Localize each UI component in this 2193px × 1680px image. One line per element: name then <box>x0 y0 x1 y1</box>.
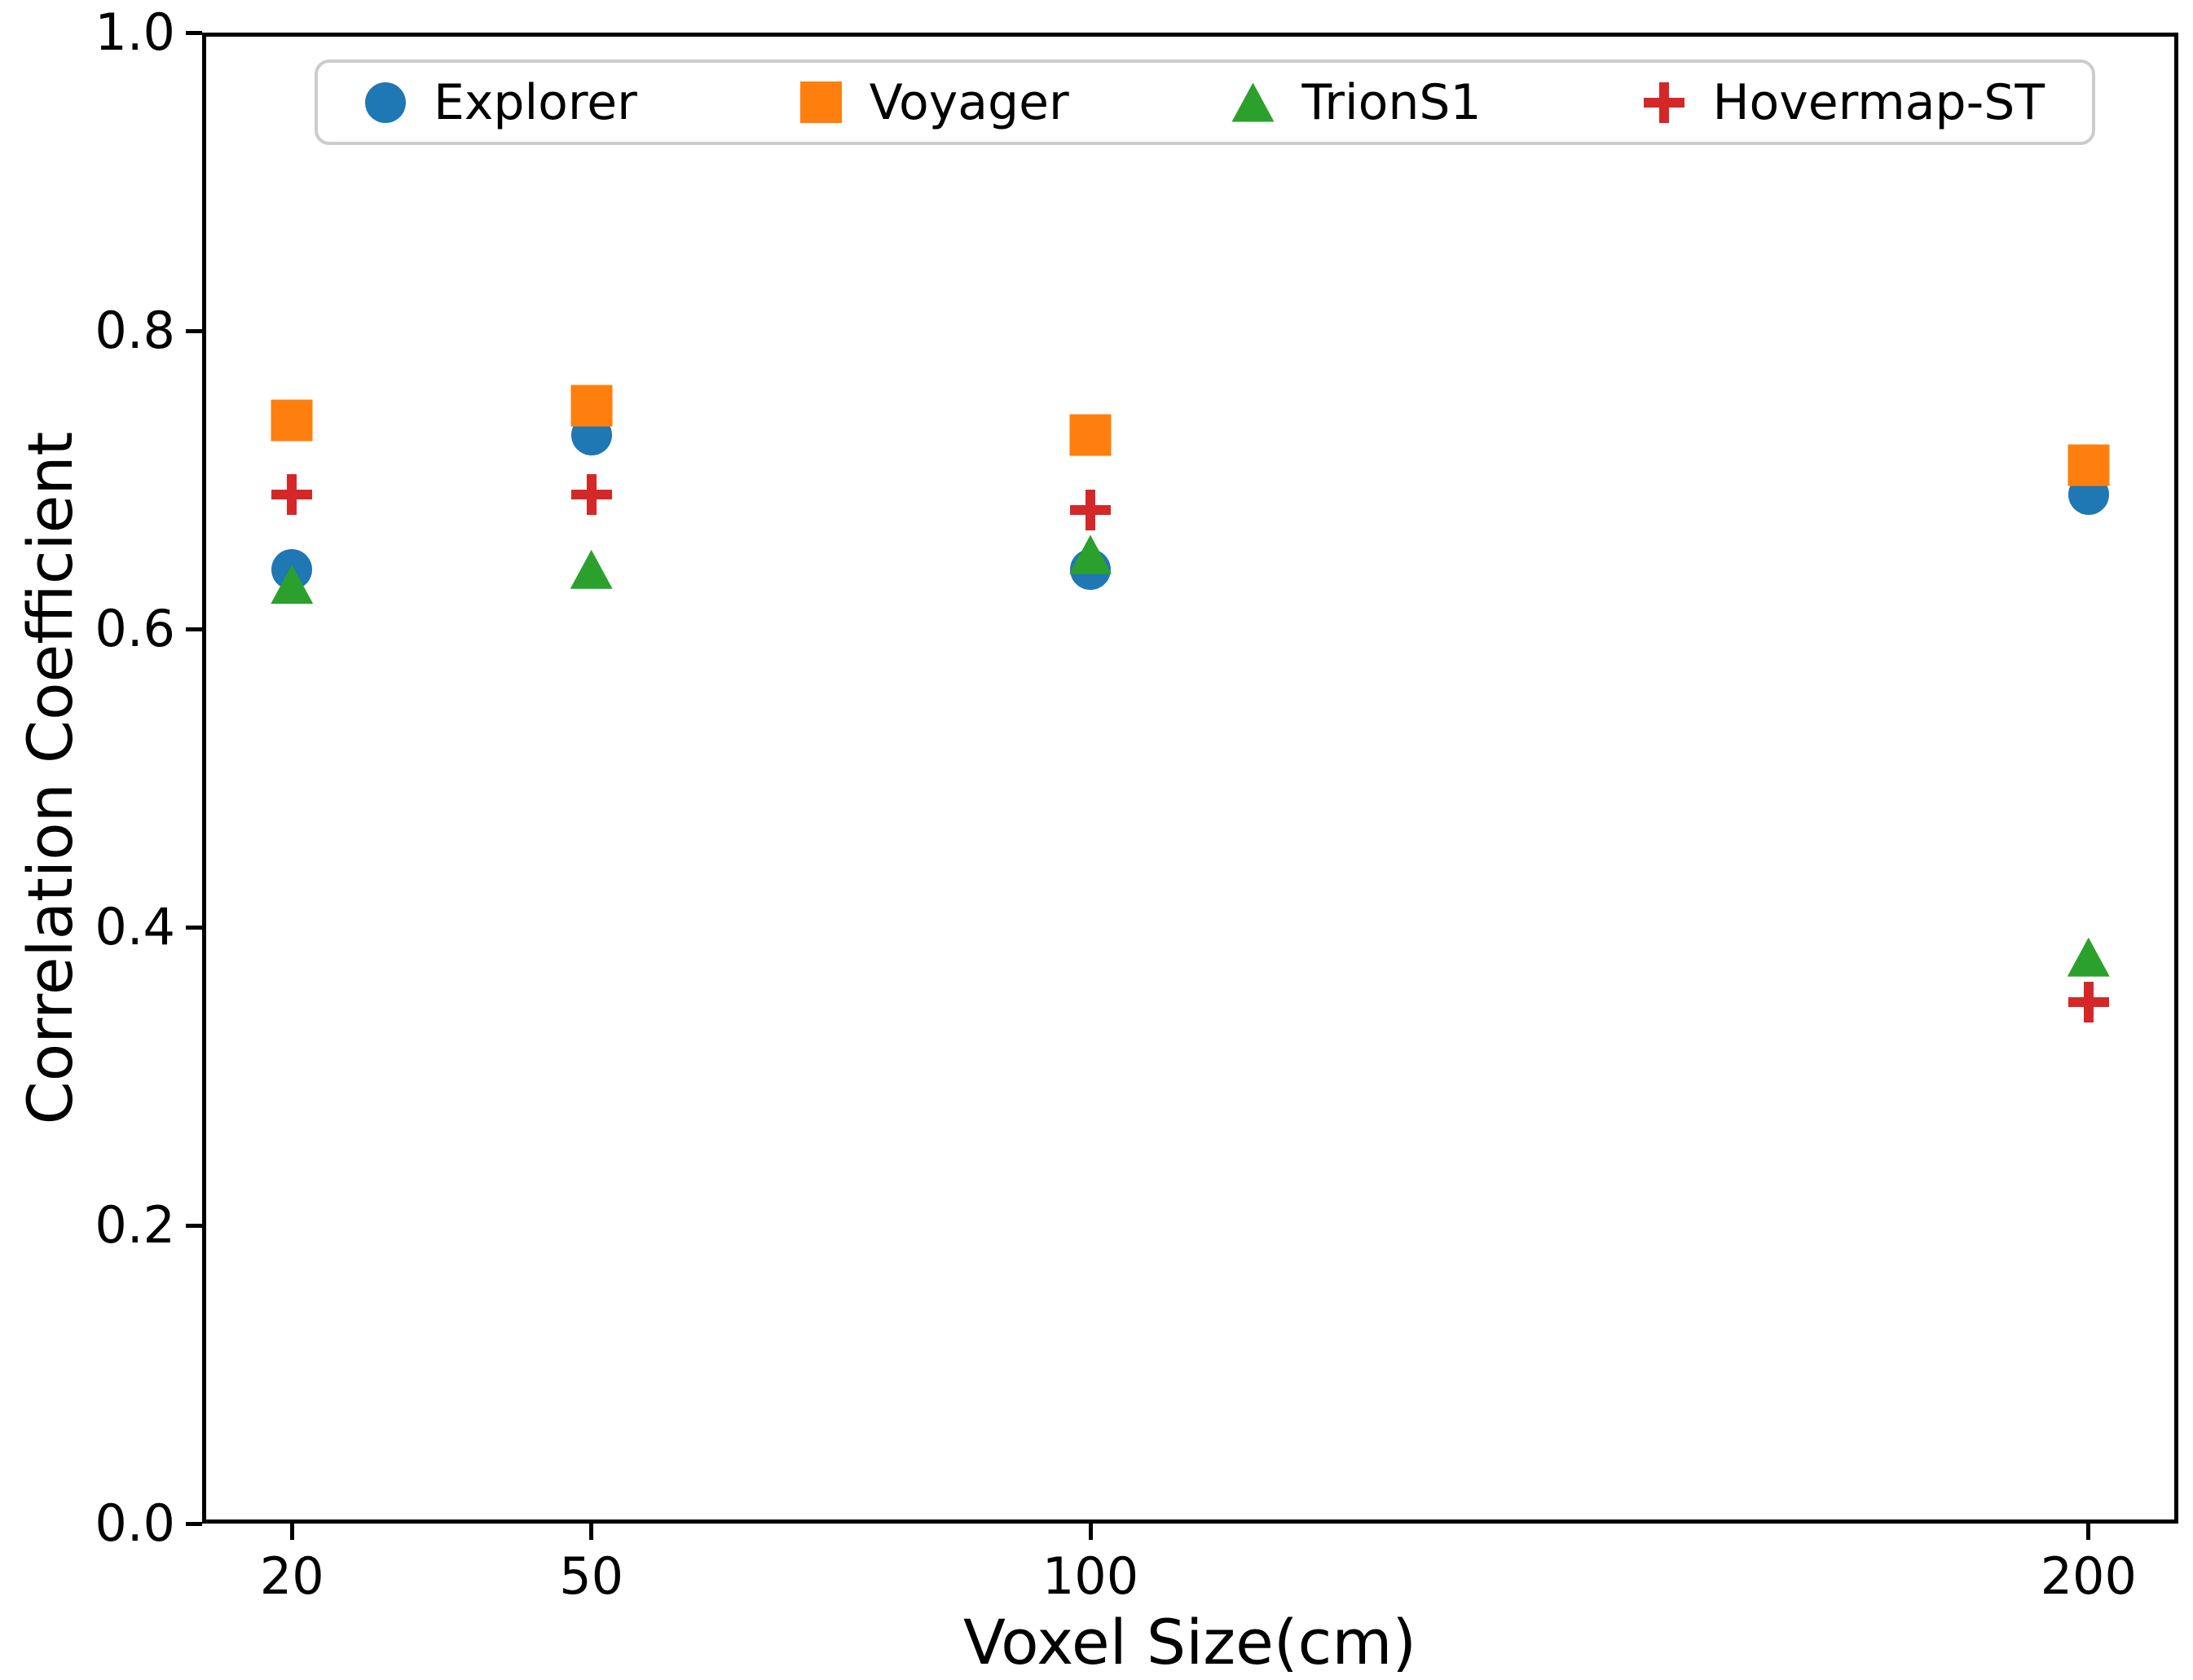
hovermap-st-data-point <box>271 474 313 516</box>
y-tick-mark <box>186 328 202 333</box>
legend-item-trions1: TrionS1 <box>1231 73 1482 131</box>
voyager-data-point <box>271 399 313 442</box>
plus-bar <box>2083 981 2094 1023</box>
legend-label: Voyager <box>869 73 1069 131</box>
y-tick-label: 0.4 <box>95 897 175 957</box>
y-tick-mark <box>186 1223 202 1228</box>
plus-bar <box>1085 489 1096 530</box>
y-tick-label: 0.2 <box>95 1195 175 1255</box>
y-tick-mark <box>186 925 202 930</box>
x-tick-label: 200 <box>2040 1546 2137 1606</box>
legend: Explorer Voyager TrionS1 Hovermap-ST <box>315 59 2095 145</box>
x-tick-label: 50 <box>559 1546 624 1606</box>
voyager-data-point <box>2067 444 2110 486</box>
y-tick-mark <box>186 627 202 631</box>
y-tick-mark <box>186 30 202 35</box>
hovermap-st-data-point <box>1070 489 1112 530</box>
y-tick-label: 0.8 <box>95 301 175 360</box>
y-tick-label: 1.0 <box>95 2 175 62</box>
triangle-marker-icon <box>1231 82 1275 122</box>
x-tick-mark <box>2086 1524 2091 1540</box>
legend-item-explorer: Explorer <box>365 78 637 127</box>
legend-label: TrionS1 <box>1301 73 1482 131</box>
voyager-data-point <box>570 385 613 426</box>
x-tick-label: 20 <box>259 1546 324 1606</box>
plot-area <box>202 33 2178 1524</box>
legend-item-voyager: Voyager <box>799 73 1069 131</box>
plus-bar <box>287 474 297 516</box>
plus-bar <box>586 474 597 516</box>
legend-label: Explorer <box>434 73 637 131</box>
plus-marker-icon <box>1644 81 1685 123</box>
legend-item-hovermap-st: Hovermap-ST <box>1644 78 2045 127</box>
x-axis-label: Voxel Size(cm) <box>962 1606 1417 1678</box>
circle-marker-icon <box>365 81 406 123</box>
x-tick-mark <box>289 1524 294 1540</box>
y-tick-label: 0.0 <box>95 1493 175 1553</box>
x-tick-label: 100 <box>1041 1546 1139 1606</box>
y-tick-mark <box>186 1521 202 1526</box>
voyager-data-point <box>1069 414 1112 456</box>
x-tick-mark <box>1088 1524 1093 1540</box>
x-tick-mark <box>589 1524 594 1540</box>
y-axis-label: Correlation Coefficient <box>14 431 86 1125</box>
y-tick-label: 0.6 <box>95 599 175 658</box>
hovermap-st-data-point <box>2067 981 2109 1023</box>
square-marker-icon <box>799 81 842 123</box>
legend-label: Hovermap-ST <box>1712 73 2045 131</box>
plus-bar <box>1659 81 1670 123</box>
hovermap-st-data-point <box>570 474 612 516</box>
